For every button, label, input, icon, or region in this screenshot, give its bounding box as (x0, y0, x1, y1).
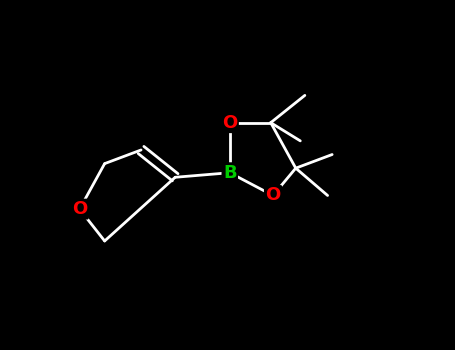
Text: O: O (222, 114, 238, 132)
Text: O: O (72, 200, 87, 218)
Text: O: O (265, 187, 281, 204)
Text: B: B (223, 164, 237, 182)
